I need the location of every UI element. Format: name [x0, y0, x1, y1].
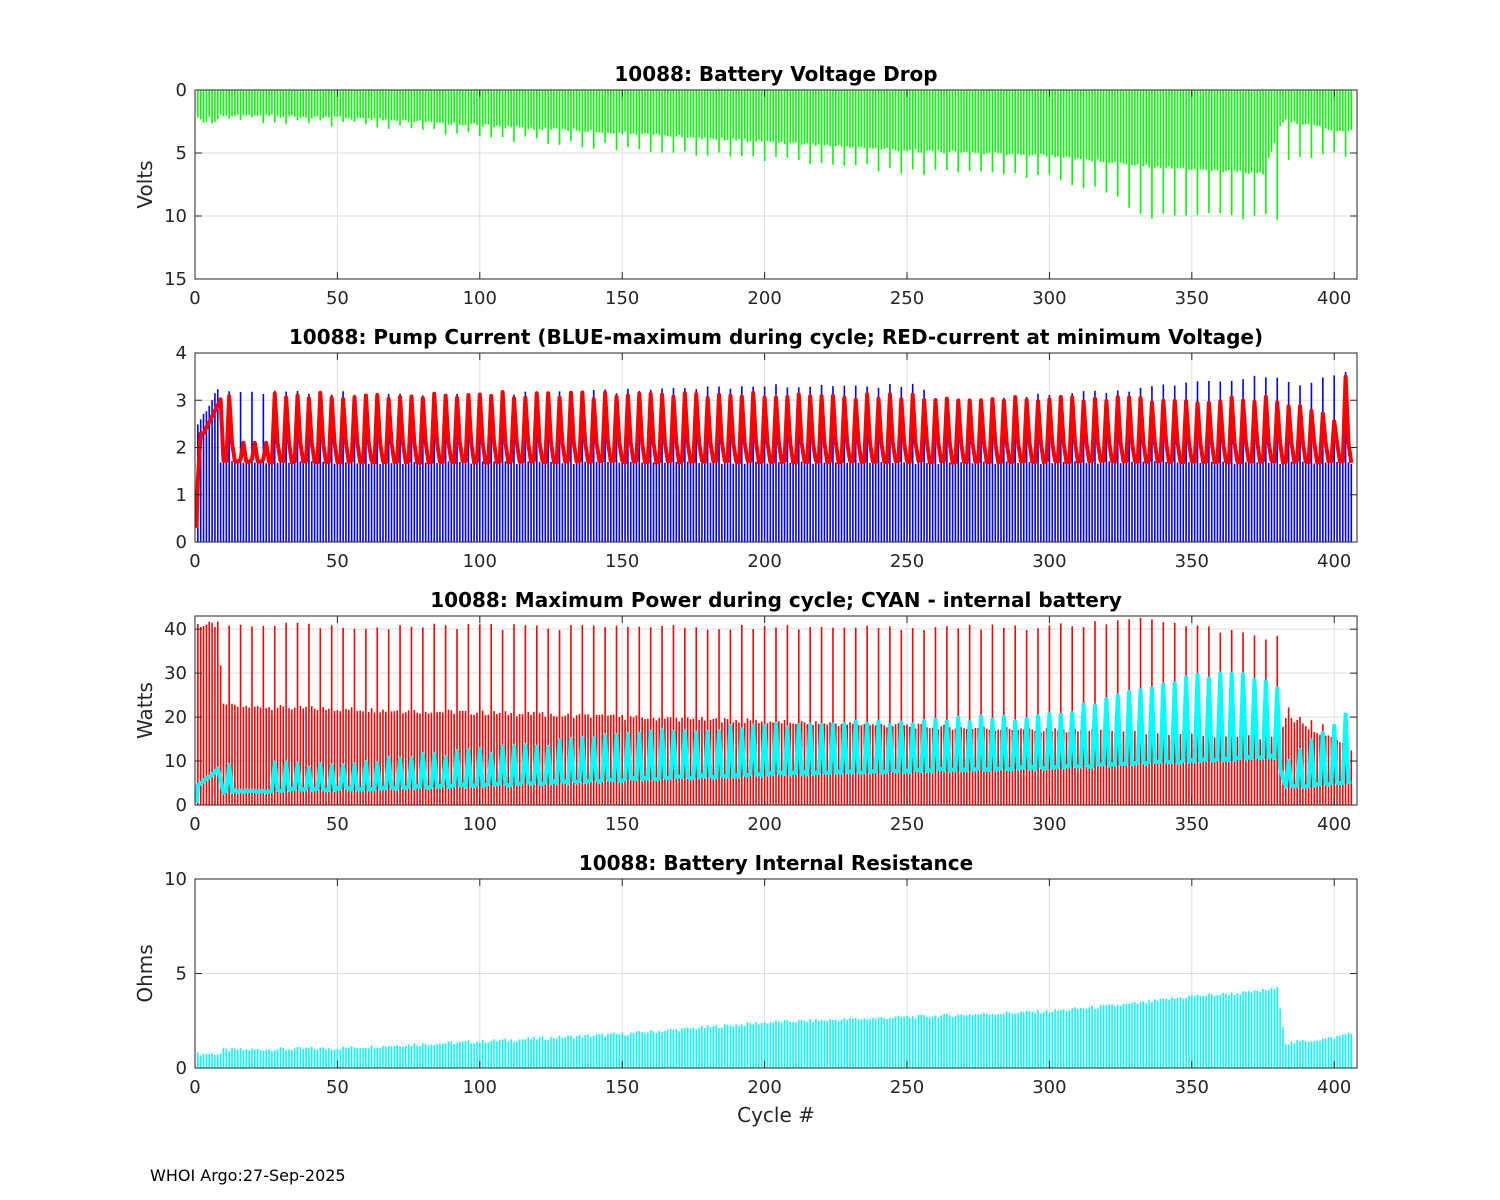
- x-tick-label: 200: [747, 1077, 781, 1098]
- y-tick-label: 1: [176, 485, 187, 506]
- x-tick-label: 150: [605, 814, 639, 835]
- y-tick-label: 4: [176, 343, 187, 364]
- internal-battery-line: [195, 671, 1352, 803]
- plot-area-power: [195, 617, 1353, 805]
- x-tick-label: 350: [1175, 288, 1209, 309]
- x-tick-label: 50: [326, 1077, 349, 1098]
- plot-area-voltage: [197, 90, 1353, 220]
- series-power-1: [195, 671, 1352, 803]
- x-tick-label: 200: [747, 551, 781, 572]
- x-tick-label: 100: [463, 288, 497, 309]
- x-tick-label: 150: [605, 288, 639, 309]
- ticks-power: 0 50 100 150 200 250 300 350 400 0 10 20 30 40: [164, 616, 1357, 835]
- y-tick-label: 0: [176, 1058, 187, 1079]
- y-tick-label: 30: [164, 663, 187, 684]
- y-axis-label-resistance: Ohms: [133, 944, 157, 1002]
- x-axis-label-resistance: Cycle #: [737, 1103, 815, 1127]
- chart-title-current: 10088: Pump Current (BLUE-maximum during…: [289, 325, 1263, 349]
- x-tick-label: 400: [1317, 551, 1351, 572]
- x-tick-label: 300: [1032, 551, 1066, 572]
- x-tick-label: 350: [1175, 551, 1209, 572]
- x-tick-label: 50: [326, 814, 349, 835]
- x-tick-label: 50: [326, 288, 349, 309]
- x-tick-label: 100: [463, 551, 497, 572]
- x-tick-label: 150: [605, 551, 639, 572]
- series-current-1: [195, 374, 1354, 528]
- x-tick-label: 250: [890, 814, 924, 835]
- y-tick-label: 5: [176, 964, 187, 985]
- x-tick-label: 100: [463, 814, 497, 835]
- x-tick-label: 100: [463, 1077, 497, 1098]
- x-tick-label: 0: [189, 1077, 200, 1098]
- y-tick-label: 0: [176, 80, 187, 101]
- footer-stamp: WHOI Argo:27-Sep-2025: [150, 1166, 346, 1185]
- x-tick-label: 250: [890, 1077, 924, 1098]
- x-tick-label: 350: [1175, 1077, 1209, 1098]
- y-tick-label: 10: [164, 869, 187, 890]
- x-tick-label: 200: [747, 288, 781, 309]
- series-power-0: [197, 617, 1353, 805]
- x-tick-label: 400: [1317, 288, 1351, 309]
- y-tick-label: 0: [176, 795, 187, 816]
- ticks-current: 0 50 100 150 200 250 300 350 400 0 1 2 3 4: [176, 343, 1357, 572]
- y-tick-label: 10: [164, 751, 187, 772]
- y-tick-label: 20: [164, 707, 187, 728]
- x-tick-label: 300: [1032, 288, 1066, 309]
- series-voltage-0: [197, 90, 1353, 220]
- y-tick-label: 2: [176, 438, 187, 459]
- panel-resistance: 0 50 100 150 200 250 300 350 400 0 5 10 10088: Batte…: [133, 851, 1358, 1127]
- x-tick-label: 400: [1317, 814, 1351, 835]
- panel-power: 0 50 100 150 200 250 300 350 400 0 10 20 30 40 10088: …: [133, 588, 1358, 835]
- chart-title-power: 10088: Maximum Power during cycle; CYAN …: [430, 588, 1121, 612]
- axes-box-power: [194, 615, 1358, 806]
- panel-current: 0 50 100 150 200 250 300 350 400 0 1 2 3 4 10088: Pump…: [176, 325, 1358, 572]
- x-tick-label: 0: [189, 814, 200, 835]
- plot-area-current: [195, 371, 1354, 542]
- chart-title-resistance: 10088: Battery Internal Resistance: [579, 851, 973, 875]
- plot-area-resistance: [197, 986, 1353, 1068]
- x-tick-label: 250: [890, 551, 924, 572]
- x-tick-label: 200: [747, 814, 781, 835]
- y-tick-label: 15: [164, 269, 187, 290]
- chart-title-voltage: 10088: Battery Voltage Drop: [614, 62, 937, 86]
- x-tick-label: 50: [326, 551, 349, 572]
- y-tick-label: 0: [176, 532, 187, 553]
- y-tick-label: 40: [164, 619, 187, 640]
- x-tick-label: 0: [189, 551, 200, 572]
- x-tick-label: 250: [890, 288, 924, 309]
- x-tick-label: 300: [1032, 1077, 1066, 1098]
- y-tick-label: 5: [176, 143, 187, 164]
- ticks-resistance: 0 50 100 150 200 250 300 350 400 0 5 10: [164, 869, 1357, 1098]
- axes-box-voltage: [194, 89, 1358, 280]
- y-tick-label: 3: [176, 390, 187, 411]
- y-axis-label-voltage: Volts: [133, 160, 157, 208]
- x-tick-label: 300: [1032, 814, 1066, 835]
- y-tick-label: 10: [164, 206, 187, 227]
- x-tick-label: 0: [189, 288, 200, 309]
- panel-voltage: 0 50 100 150 200 250 300 350 400 0 5 10 15 10088: Bat…: [133, 62, 1358, 309]
- x-tick-label: 150: [605, 1077, 639, 1098]
- x-tick-label: 400: [1317, 1077, 1351, 1098]
- x-tick-label: 350: [1175, 814, 1209, 835]
- ticks-voltage: 0 50 100 150 200 250 300 350 400 0 5 10 15: [164, 80, 1357, 309]
- y-axis-label-power: Watts: [133, 682, 157, 739]
- current-min-voltage-line: [195, 374, 1354, 528]
- series-resistance-0: [197, 986, 1353, 1068]
